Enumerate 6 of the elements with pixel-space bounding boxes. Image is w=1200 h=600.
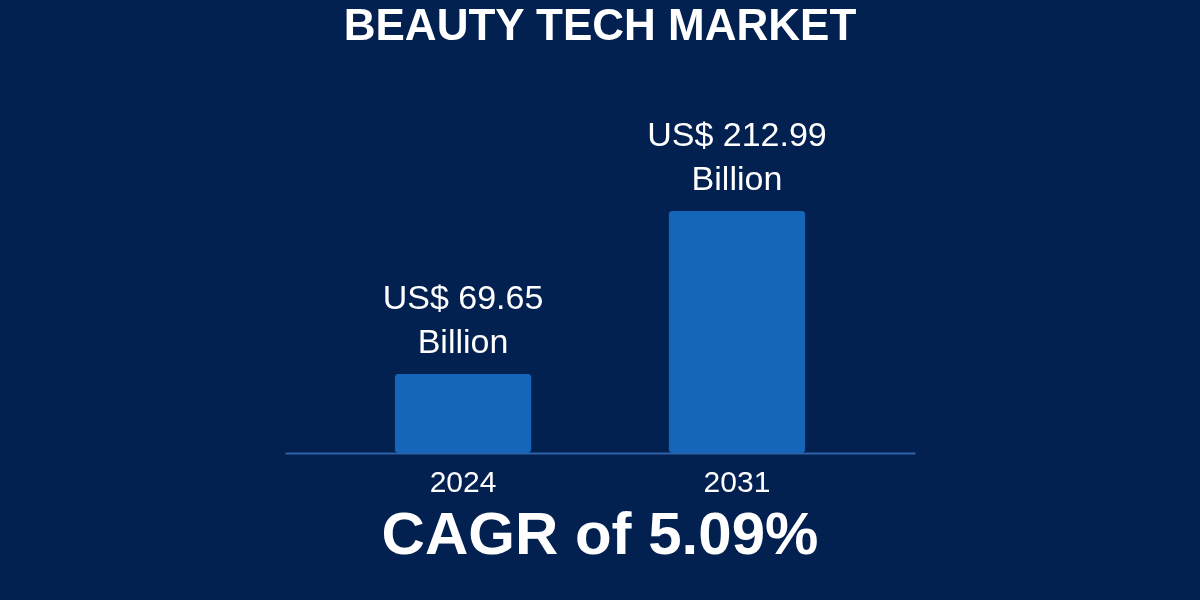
data-label: US$ 212.99 Billion: [647, 114, 827, 197]
text: CAGR of 5.09%: [380, 500, 820, 567]
chart-title: BEAUTY TECH MARKET: [343, 0, 857, 49]
data-label: US$ 69.65 Billion: [382, 277, 544, 360]
x-tick-label: 2031: [703, 464, 771, 498]
x-tick-label: 2024: [429, 464, 497, 498]
